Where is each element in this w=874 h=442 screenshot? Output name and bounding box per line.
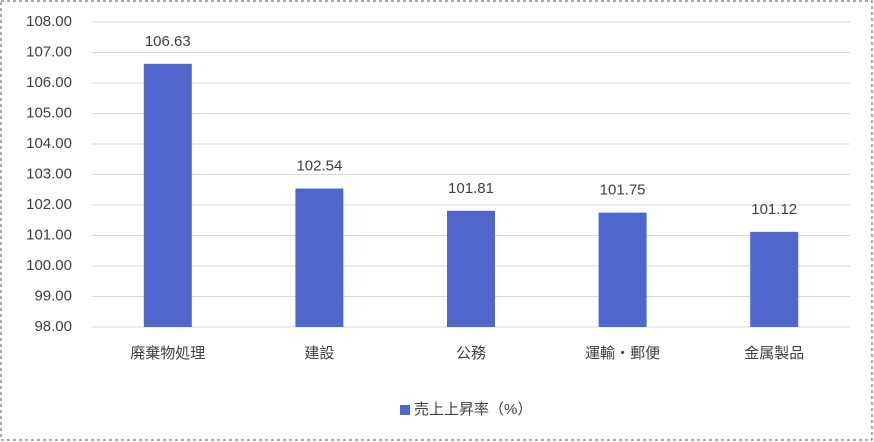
legend-label: 売上上昇率（%）: [414, 401, 532, 418]
y-tick-label: 101.00: [26, 226, 72, 243]
bar: [750, 231, 799, 327]
legend-swatch: [400, 405, 410, 415]
y-tick-label: 108.00: [26, 13, 72, 30]
bar: [598, 212, 647, 327]
x-tick-label: 公務: [456, 345, 486, 362]
x-tick-label: 金属製品: [744, 345, 804, 362]
data-label: 101.81: [448, 180, 494, 197]
y-tick-label: 102.00: [26, 196, 72, 213]
y-tick-label: 98.00: [34, 318, 72, 335]
y-tick-label: 105.00: [26, 104, 72, 121]
y-tick-label: 99.00: [34, 287, 72, 304]
y-tick-label: 103.00: [26, 165, 72, 182]
data-label: 106.63: [145, 33, 191, 50]
x-tick-label: 運輸・郵便: [585, 345, 660, 362]
y-tick-label: 107.00: [26, 43, 72, 60]
bar: [447, 210, 495, 327]
bar: [295, 188, 344, 327]
data-label: 102.54: [296, 157, 342, 174]
y-tick-label: 104.00: [26, 135, 72, 152]
y-tick-label: 106.00: [26, 74, 72, 91]
x-tick-label: 廃棄物処理: [130, 344, 205, 362]
data-label: 101.12: [751, 201, 797, 218]
bar: [143, 63, 192, 327]
data-label: 101.75: [600, 182, 646, 199]
x-tick-label: 建設: [304, 345, 334, 362]
y-tick-label: 100.00: [26, 257, 72, 274]
